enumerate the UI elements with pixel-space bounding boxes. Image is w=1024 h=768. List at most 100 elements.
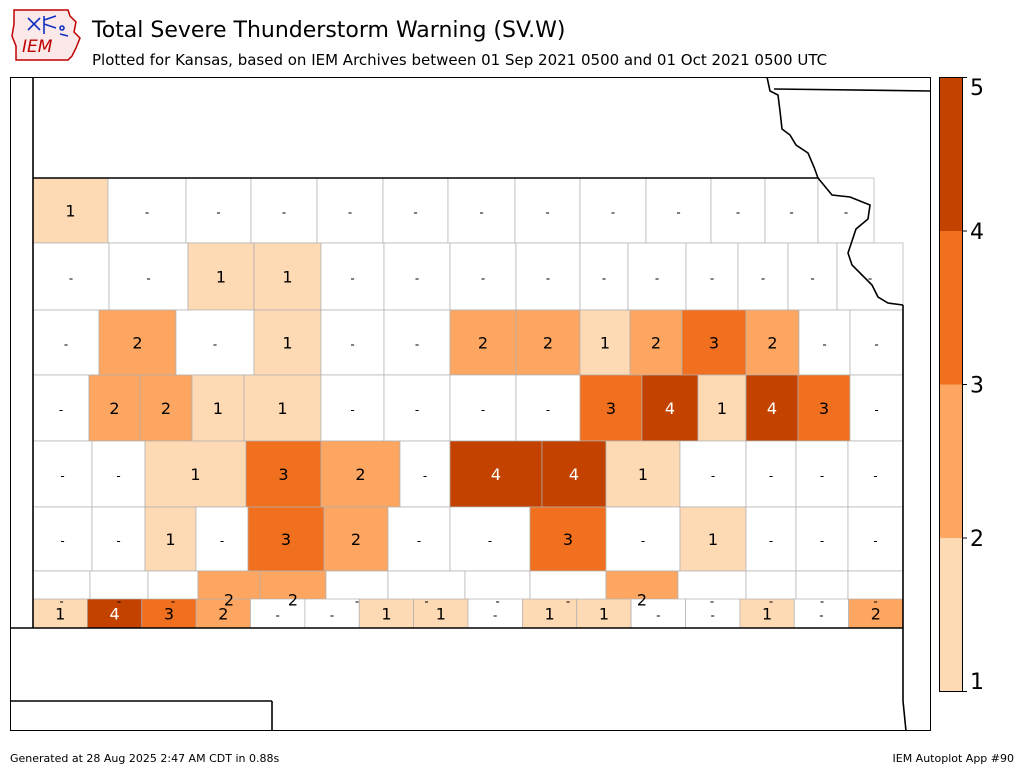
county-value-label: 1 <box>165 530 175 549</box>
county-value-label: 2 <box>351 530 361 549</box>
county-value-label: 2 <box>355 465 365 484</box>
county-value-label: 1 <box>282 334 292 353</box>
county-value-label: 1 <box>55 605 65 624</box>
county-cell <box>449 309 517 376</box>
colorbar-segment <box>939 231 963 385</box>
county-value-label: - <box>789 206 793 220</box>
county-value-label: 1 <box>544 605 554 624</box>
colorbar-segment <box>939 77 963 231</box>
county-value-label: - <box>819 609 823 623</box>
county-value-label: - <box>769 534 773 548</box>
county-value-label: - <box>355 595 359 609</box>
county-value-label: - <box>711 609 715 623</box>
county-cell <box>195 598 251 629</box>
county-cell <box>514 177 581 244</box>
county-cell <box>605 440 681 508</box>
county-value-label: - <box>602 272 606 286</box>
county-value-label: 3 <box>164 605 174 624</box>
county-cell <box>383 374 451 442</box>
county-value-label: - <box>60 534 64 548</box>
county-cell <box>630 598 686 629</box>
county-cell <box>579 309 631 376</box>
county-cell <box>447 177 516 244</box>
county-value-label: - <box>479 206 483 220</box>
county-value-label: 2 <box>109 399 119 418</box>
colorbar-tick-label: 3 <box>970 374 984 399</box>
county-cell <box>467 598 523 629</box>
county-cell <box>697 374 747 442</box>
county-value-label: 1 <box>190 465 200 484</box>
county-cell <box>107 177 187 244</box>
county-value-label: 2 <box>637 591 647 610</box>
county-value-label: 1 <box>708 530 718 549</box>
county-cell <box>745 440 797 508</box>
county-value-label: - <box>769 595 773 609</box>
county-value-label: 3 <box>709 334 719 353</box>
county-value-label: - <box>495 595 499 609</box>
county-value-label: - <box>116 534 120 548</box>
county-value-label: - <box>64 338 68 352</box>
county-value-label: 4 <box>767 399 777 418</box>
county-value-label: - <box>415 272 419 286</box>
page-subtitle: Plotted for Kansas, based on IEM Archive… <box>92 51 828 69</box>
county-value-label: 1 <box>638 465 648 484</box>
county-cell <box>745 309 800 376</box>
county-cell <box>383 309 451 376</box>
county-value-label: - <box>810 272 814 286</box>
county-cell <box>88 374 141 442</box>
county-cell <box>645 177 712 244</box>
county-value-label: 2 <box>651 334 661 353</box>
county-value-label: - <box>60 469 64 483</box>
page-title: Total Severe Thunderstorm Warning (SV.W) <box>92 18 566 43</box>
county-value-label: 1 <box>277 399 287 418</box>
county-value-label: - <box>655 272 659 286</box>
colorbar-tick-label: 4 <box>970 220 984 245</box>
county-value-label: - <box>868 272 872 286</box>
county-value-label: 2 <box>132 334 142 353</box>
county-value-label: - <box>874 338 878 352</box>
legend-colorbar: 1 2 3 4 5 <box>939 77 984 693</box>
county-value-label: - <box>710 272 714 286</box>
county-value-label: 2 <box>161 399 171 418</box>
county-cell <box>320 374 385 442</box>
county-cell <box>32 506 93 572</box>
county-value-label: - <box>873 595 877 609</box>
county-value-label: - <box>282 206 286 220</box>
county-value-label: - <box>874 403 878 417</box>
county-value-label: 3 <box>278 465 288 484</box>
county-cell <box>449 506 531 572</box>
county-value-label: - <box>276 609 280 623</box>
county-value-label: 4 <box>109 605 119 624</box>
county-cell <box>627 242 687 311</box>
county-cell <box>245 440 322 508</box>
county-cell <box>323 506 389 572</box>
county-value-label: - <box>546 272 550 286</box>
county-cell <box>383 242 451 311</box>
county-value-label: - <box>415 338 419 352</box>
county-value-label: 1 <box>717 399 727 418</box>
county-cell <box>848 598 904 629</box>
county-cell <box>187 242 255 311</box>
county-cell <box>685 598 741 629</box>
kansas-county-map: 1- - - - - - - - - - - -- -1 1- - - - - - - - - -- 2-1- -2 2 1 2 3 2-… <box>10 77 931 731</box>
county-value-label: - <box>350 272 354 286</box>
county-cell <box>320 309 385 376</box>
county-cell <box>320 440 401 508</box>
county-value-label: 1 <box>436 605 446 624</box>
county-value-label: - <box>417 534 421 548</box>
county-cell <box>98 309 177 376</box>
county-value-label: - <box>415 403 419 417</box>
colorbar-tick-label: 1 <box>970 670 984 693</box>
county-value-label: 4 <box>665 399 675 418</box>
county-cell <box>629 309 683 376</box>
county-value-label: 1 <box>762 605 772 624</box>
county-cell <box>91 506 146 572</box>
county-cell <box>87 598 143 629</box>
county-cell <box>32 177 109 244</box>
county-value-label: - <box>220 534 224 548</box>
county-value-label: - <box>844 206 848 220</box>
county-cell <box>32 242 110 311</box>
county-cell <box>253 309 322 376</box>
county-cell <box>793 598 849 629</box>
county-cell <box>849 374 904 442</box>
